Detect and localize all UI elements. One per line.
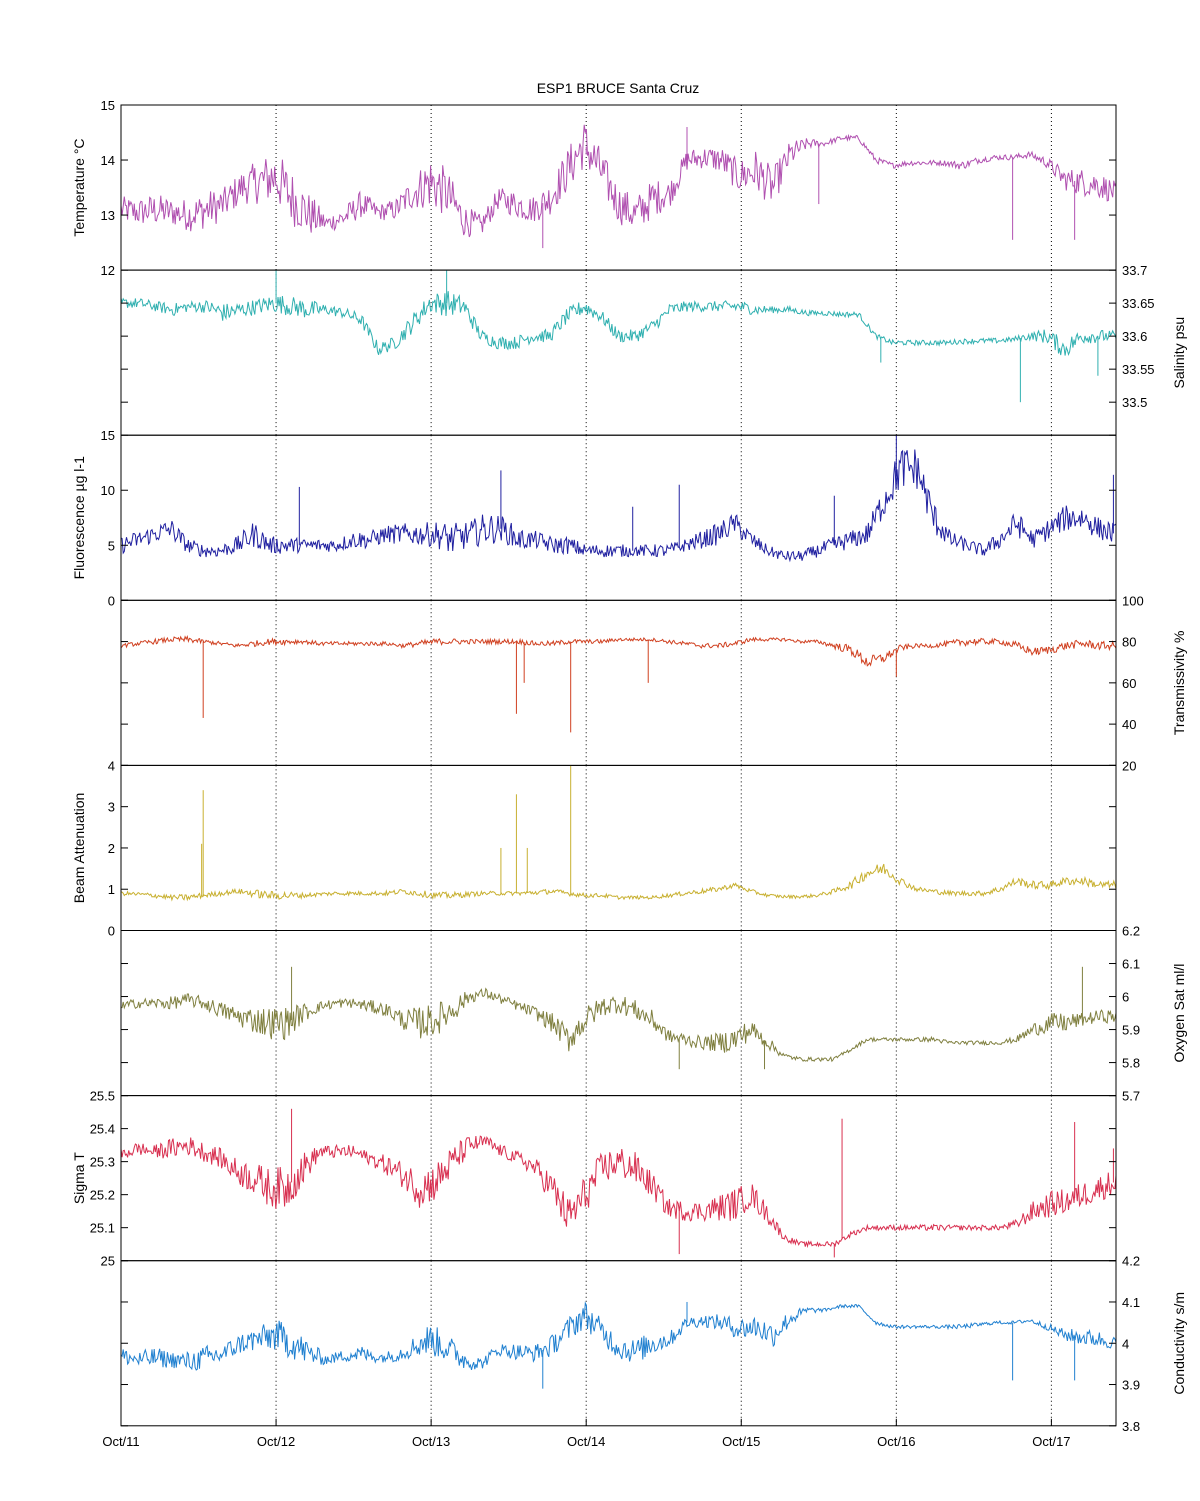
y-axis-label: Transmissivity % bbox=[1171, 631, 1187, 736]
y-tick-label: 12 bbox=[101, 263, 115, 278]
y-tick-label: 14 bbox=[101, 153, 115, 168]
y-tick-label: 4.1 bbox=[1122, 1295, 1140, 1310]
y-tick-label: 13 bbox=[101, 208, 115, 223]
y-tick-label: 0 bbox=[108, 924, 115, 939]
y-tick-label: 40 bbox=[1122, 717, 1136, 732]
y-tick-label: 80 bbox=[1122, 635, 1136, 650]
panel-4: 20 40 60 80 100 Transmissivity % bbox=[120, 593, 1187, 773]
series-line bbox=[120, 1301, 1117, 1371]
y-tick-label: 25.2 bbox=[90, 1188, 115, 1203]
y-tick-label: 4 bbox=[108, 758, 115, 773]
y-tick-label: 100 bbox=[1122, 593, 1144, 608]
y-tick-label: 5.7 bbox=[1122, 1089, 1140, 1104]
y-tick-label: 33.55 bbox=[1122, 362, 1155, 377]
x-tick-label: Oct/16 bbox=[877, 1434, 915, 1449]
y-tick-label: 15 bbox=[101, 428, 115, 443]
panel-frame bbox=[120, 269, 1117, 436]
y-tick-label: 6 bbox=[1122, 990, 1129, 1005]
series-line bbox=[120, 863, 1117, 902]
y-axis-label: Fluorescence µg l-1 bbox=[71, 456, 87, 579]
y-tick-label: 2 bbox=[108, 841, 115, 856]
y-axis-label: Temperature °C bbox=[71, 138, 87, 236]
panel-5: 0 1 2 3 4 Beam Attenuation bbox=[71, 758, 1117, 939]
y-tick-label: 25.5 bbox=[90, 1089, 115, 1104]
y-tick-label: 10 bbox=[101, 483, 115, 498]
y-axis-label: Salinity psu bbox=[1171, 317, 1187, 389]
x-tick-label: Oct/11 bbox=[102, 1434, 139, 1449]
x-tick-label: Oct/15 bbox=[722, 1434, 760, 1449]
y-tick-label: 1 bbox=[108, 882, 115, 897]
panel-frame bbox=[120, 1095, 1117, 1262]
series-line bbox=[120, 291, 1117, 356]
panel-6: 5.7 5.8 5.9 6 6.1 6.2 Oxygen Sat ml/l bbox=[120, 924, 1187, 1104]
panel-1: 12 13 14 15 Temperature °C bbox=[71, 98, 1117, 278]
x-axis: Oct/11 Oct/12 Oct/13 Oct/14 Oct/15 Oct/16 Oct/… bbox=[102, 1418, 1071, 1449]
series-line bbox=[120, 449, 1117, 563]
y-tick-label: 5.8 bbox=[1122, 1056, 1140, 1071]
y-tick-label: 60 bbox=[1122, 676, 1136, 691]
series-line bbox=[120, 1135, 1117, 1249]
y-tick-label: 33.5 bbox=[1122, 395, 1147, 410]
y-axis-label: Sigma T bbox=[71, 1152, 87, 1204]
panel-frame bbox=[120, 764, 1117, 932]
series-line bbox=[120, 124, 1117, 238]
panel-frame bbox=[120, 930, 1117, 1097]
panel-3: 0 5 10 15 Fluorescence µg l-1 bbox=[71, 428, 1117, 608]
y-tick-label: 0 bbox=[108, 593, 115, 608]
y-tick-label: 25 bbox=[101, 1254, 115, 1269]
panel-frame bbox=[120, 434, 1117, 601]
y-tick-label: 6.1 bbox=[1122, 957, 1140, 972]
y-tick-label: 5 bbox=[108, 538, 115, 553]
x-tick-label: Oct/14 bbox=[567, 1434, 605, 1449]
y-tick-label: 33.7 bbox=[1122, 263, 1147, 278]
y-tick-label: 3.9 bbox=[1122, 1378, 1140, 1393]
y-axis-label: Conductivity s/m bbox=[1171, 1292, 1187, 1395]
y-tick-label: 33.6 bbox=[1122, 329, 1147, 344]
chart-title: ESP1 BRUCE Santa Cruz bbox=[537, 80, 700, 96]
y-tick-label: 5.9 bbox=[1122, 1023, 1140, 1038]
y-tick-label: 3.8 bbox=[1122, 1419, 1140, 1434]
panel-2: 33.5 33.55 33.6 33.65 33.7 Salinity psu bbox=[120, 263, 1187, 436]
panel-frame bbox=[120, 599, 1117, 766]
x-tick-label: Oct/17 bbox=[1032, 1434, 1070, 1449]
x-tick-label: Oct/12 bbox=[257, 1434, 295, 1449]
y-tick-label: 4.2 bbox=[1122, 1254, 1140, 1269]
series-line bbox=[121, 987, 1117, 1063]
panel-7: 25 25.1 25.2 25.3 25.4 25.5 Sigma T bbox=[71, 1089, 1117, 1269]
y-tick-label: 25.4 bbox=[90, 1122, 115, 1137]
y-axis-label: Oxygen Sat ml/l bbox=[1171, 964, 1187, 1063]
x-tick-label: Oct/13 bbox=[412, 1434, 450, 1449]
series-line bbox=[120, 635, 1117, 667]
y-tick-label: 6.2 bbox=[1122, 924, 1140, 939]
y-tick-label: 25.1 bbox=[90, 1221, 115, 1236]
y-tick-label: 20 bbox=[1122, 758, 1136, 773]
y-tick-label: 33.65 bbox=[1122, 296, 1155, 311]
y-tick-label: 4 bbox=[1122, 1336, 1129, 1351]
panel-8: 3.8 3.9 4 4.1 4.2 Conductivity s/m bbox=[120, 1254, 1187, 1434]
y-tick-label: 15 bbox=[101, 98, 115, 113]
y-tick-label: 3 bbox=[108, 800, 115, 815]
y-axis-label: Beam Attenuation bbox=[71, 793, 87, 904]
y-tick-label: 25.3 bbox=[90, 1155, 115, 1170]
